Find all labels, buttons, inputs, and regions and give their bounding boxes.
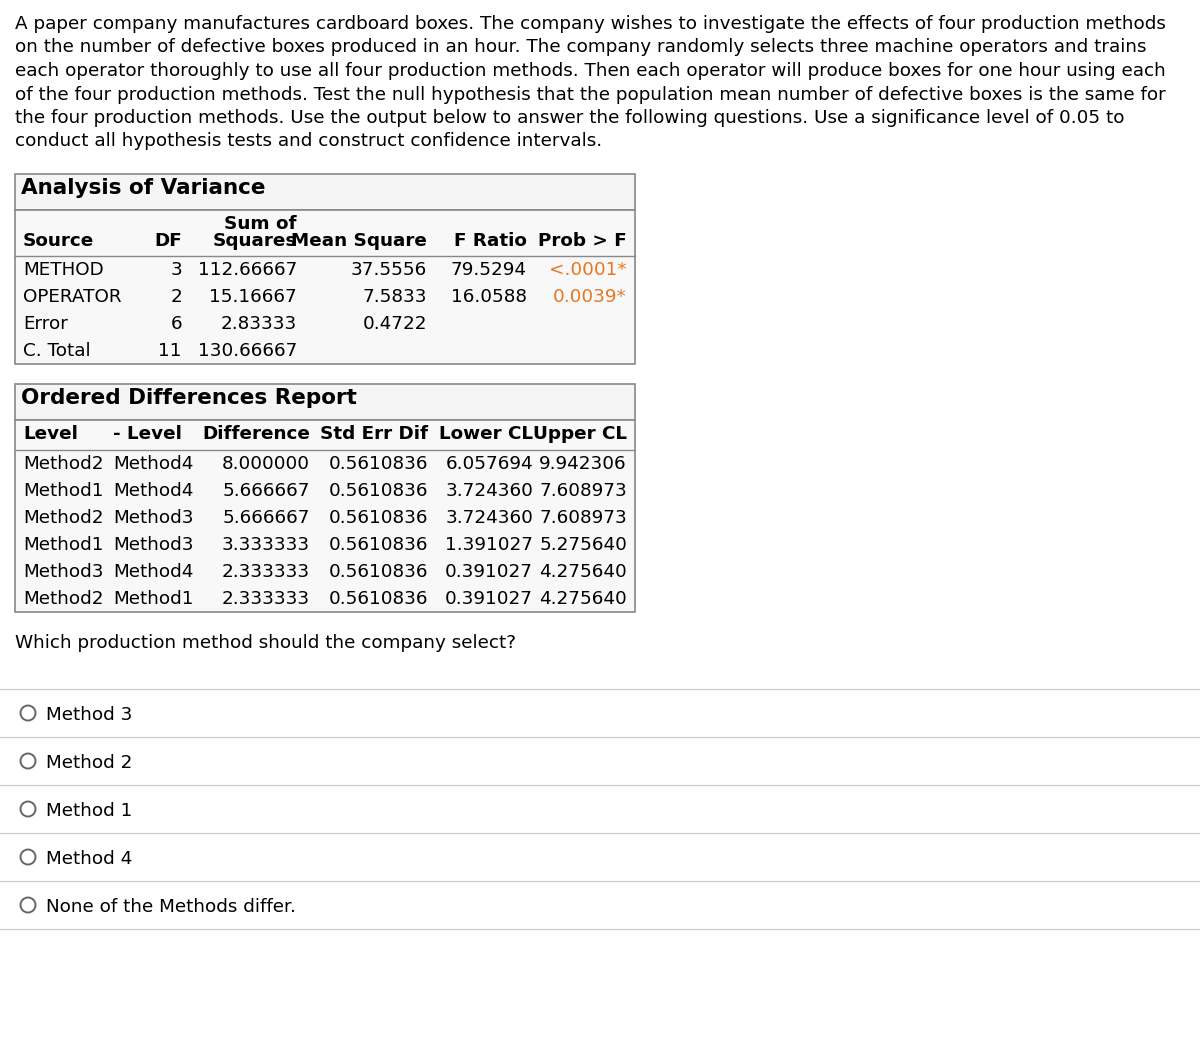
Text: OPERATOR: OPERATOR [23, 288, 121, 306]
Text: 130.66667: 130.66667 [198, 342, 298, 360]
Text: None of the Methods differ.: None of the Methods differ. [46, 898, 296, 916]
Text: 6.057694: 6.057694 [445, 455, 533, 472]
Text: 3.724360: 3.724360 [445, 509, 533, 527]
Text: <.0001*: <.0001* [550, 261, 628, 278]
Text: 0.4722: 0.4722 [362, 315, 427, 333]
Text: 0.5610836: 0.5610836 [329, 455, 428, 472]
Text: 5.275640: 5.275640 [539, 536, 628, 554]
Text: F Ratio: F Ratio [454, 232, 527, 250]
Text: 3: 3 [170, 261, 182, 278]
Text: Ordered Differences Report: Ordered Differences Report [22, 388, 356, 408]
Text: Method1: Method1 [113, 590, 193, 608]
Text: Std Err Dif: Std Err Dif [320, 425, 428, 443]
Text: Method2: Method2 [23, 455, 103, 472]
Text: 2.333333: 2.333333 [222, 590, 310, 608]
Text: Mean Square: Mean Square [292, 232, 427, 250]
Text: Upper CL: Upper CL [533, 425, 628, 443]
Text: C. Total: C. Total [23, 342, 91, 360]
Text: Squares: Squares [212, 232, 298, 250]
Text: 4.275640: 4.275640 [539, 563, 628, 581]
Text: Level: Level [23, 425, 78, 443]
Text: 4.275640: 4.275640 [539, 590, 628, 608]
Text: 0.391027: 0.391027 [445, 590, 533, 608]
Text: Method3: Method3 [23, 563, 103, 581]
Text: 0.391027: 0.391027 [445, 563, 533, 581]
Bar [14, 174, 635, 210]
Bar [14, 420, 635, 612]
Text: Method2: Method2 [23, 509, 103, 527]
Text: Analysis of Variance: Analysis of Variance [22, 178, 265, 198]
Text: 2: 2 [170, 288, 182, 306]
Text: Source: Source [23, 232, 95, 250]
Text: 6: 6 [170, 315, 182, 333]
Text: Method3: Method3 [113, 536, 193, 554]
Text: 1.391027: 1.391027 [445, 536, 533, 554]
Text: the four production methods. Use the output below to answer the following questi: the four production methods. Use the out… [14, 110, 1124, 127]
Text: 5.666667: 5.666667 [222, 509, 310, 527]
Text: Which production method should the company select?: Which production method should the compa… [14, 634, 516, 652]
Text: 9.942306: 9.942306 [539, 455, 628, 472]
Text: Difference: Difference [202, 425, 310, 443]
Text: Method4: Method4 [113, 482, 193, 500]
Text: 8.000000: 8.000000 [222, 455, 310, 472]
Text: 0.5610836: 0.5610836 [329, 590, 428, 608]
Text: 0.5610836: 0.5610836 [329, 509, 428, 527]
Text: 7.5833: 7.5833 [362, 288, 427, 306]
Text: Method2: Method2 [23, 590, 103, 608]
Text: Method 1: Method 1 [46, 802, 132, 820]
Bar [14, 210, 635, 364]
Text: Method4: Method4 [113, 455, 193, 472]
Text: Method1: Method1 [23, 482, 103, 500]
Text: Method 4: Method 4 [46, 850, 132, 868]
Text: 0.5610836: 0.5610836 [329, 563, 428, 581]
Text: 0.0039*: 0.0039* [553, 288, 628, 306]
Text: on the number of defective boxes produced in an hour. The company randomly selec: on the number of defective boxes produce… [14, 39, 1146, 56]
Text: Method4: Method4 [113, 563, 193, 581]
Text: Prob > F: Prob > F [539, 232, 628, 250]
Bar [14, 384, 635, 420]
Text: Method3: Method3 [113, 509, 193, 527]
Text: Method 3: Method 3 [46, 706, 132, 724]
Text: Sum of: Sum of [224, 215, 298, 233]
Text: Method1: Method1 [23, 536, 103, 554]
Text: A paper company manufactures cardboard boxes. The company wishes to investigate : A paper company manufactures cardboard b… [14, 15, 1166, 33]
Text: 3.333333: 3.333333 [222, 536, 310, 554]
Text: 5.666667: 5.666667 [222, 482, 310, 500]
Text: Lower CL: Lower CL [439, 425, 533, 443]
Text: of the four production methods. Test the null hypothesis that the population mea: of the four production methods. Test the… [14, 86, 1165, 103]
Text: conduct all hypothesis tests and construct confidence intervals.: conduct all hypothesis tests and constru… [14, 132, 602, 150]
Text: - Level: - Level [113, 425, 182, 443]
Text: each operator thoroughly to use all four production methods. Then each operator : each operator thoroughly to use all four… [14, 62, 1165, 80]
Text: 15.16667: 15.16667 [209, 288, 298, 306]
Text: 3.724360: 3.724360 [445, 482, 533, 500]
Text: 79.5294: 79.5294 [451, 261, 527, 278]
Text: Error: Error [23, 315, 68, 333]
Text: 2.83333: 2.83333 [221, 315, 298, 333]
Text: DF: DF [155, 232, 182, 250]
Text: 0.5610836: 0.5610836 [329, 482, 428, 500]
Text: 2.333333: 2.333333 [222, 563, 310, 581]
Text: 11: 11 [158, 342, 182, 360]
Text: 0.5610836: 0.5610836 [329, 536, 428, 554]
Text: 112.66667: 112.66667 [198, 261, 298, 278]
Text: METHOD: METHOD [23, 261, 103, 278]
Text: Method 2: Method 2 [46, 754, 132, 772]
Text: 7.608973: 7.608973 [539, 482, 628, 500]
Text: 7.608973: 7.608973 [539, 509, 628, 527]
Text: 16.0588: 16.0588 [451, 288, 527, 306]
Text: 37.5556: 37.5556 [350, 261, 427, 278]
